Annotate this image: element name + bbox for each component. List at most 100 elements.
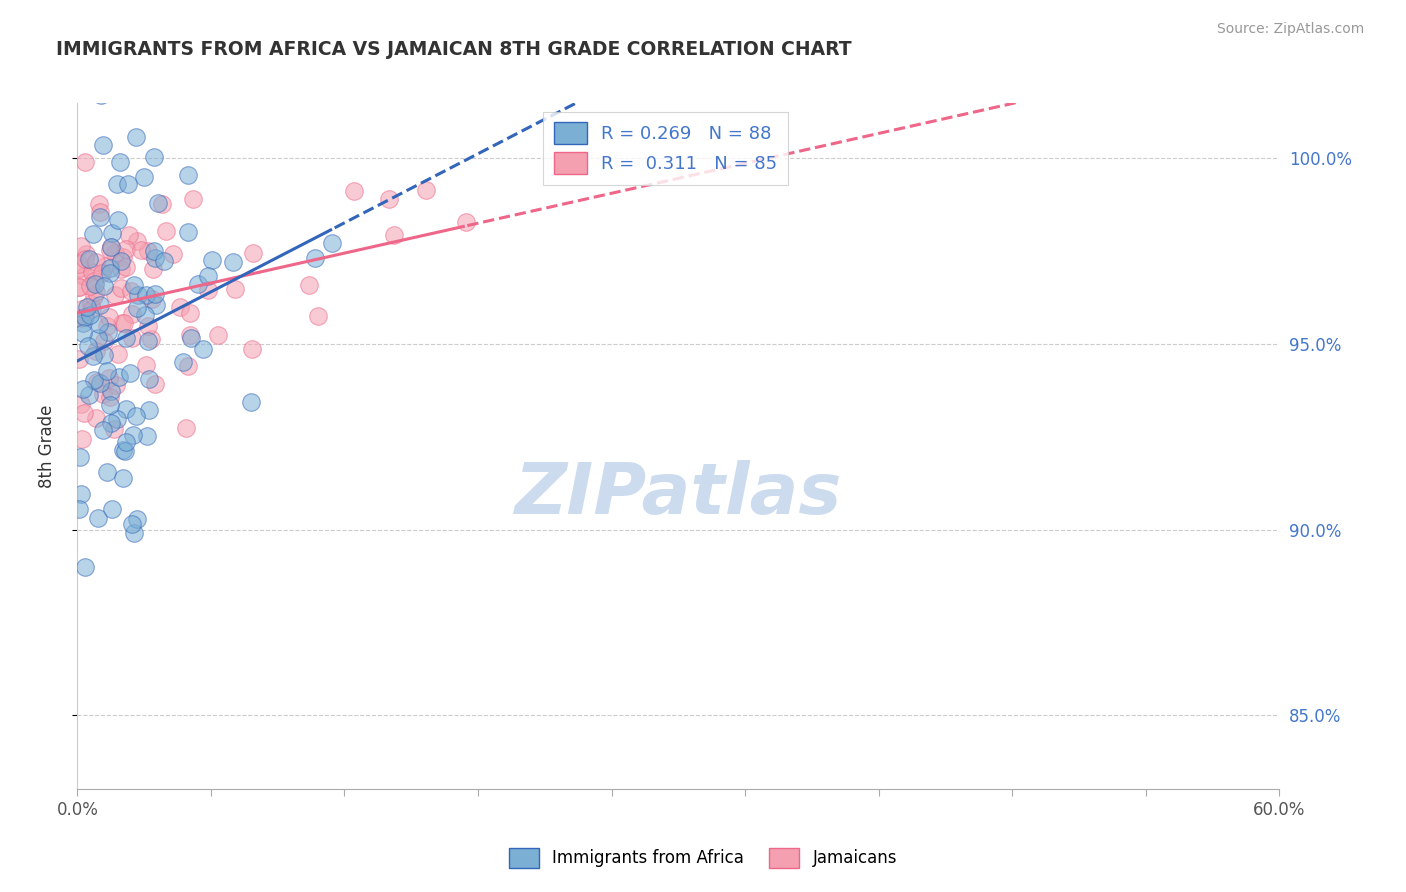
- Point: [415, 183, 437, 197]
- Point: [145, 298, 167, 312]
- Point: [82, 349, 104, 363]
- Point: [93, 334, 115, 348]
- Point: [132, 169, 155, 184]
- Point: [138, 372, 160, 386]
- Point: [97, 326, 120, 340]
- Point: [72, 382, 94, 396]
- Point: [242, 246, 264, 260]
- Point: [181, 192, 204, 206]
- Point: [89, 298, 111, 312]
- Point: [180, 331, 202, 345]
- Point: [179, 306, 201, 320]
- Point: [105, 411, 128, 425]
- Point: [67, 352, 90, 367]
- Point: [139, 332, 162, 346]
- Point: [83, 373, 105, 387]
- Point: [115, 242, 138, 256]
- Point: [98, 243, 121, 257]
- Point: [100, 240, 122, 254]
- Point: [93, 348, 115, 362]
- Point: [73, 155, 96, 169]
- Point: [90, 87, 112, 102]
- Point: [87, 197, 110, 211]
- Point: [79, 388, 101, 402]
- Point: [83, 274, 105, 288]
- Point: [162, 247, 184, 261]
- Point: [114, 443, 136, 458]
- Point: [150, 197, 173, 211]
- Point: [174, 420, 197, 434]
- Point: [79, 309, 101, 323]
- Point: [143, 251, 166, 265]
- Point: [69, 450, 91, 465]
- Point: [143, 287, 166, 301]
- Point: [86, 376, 108, 390]
- Point: [321, 235, 343, 250]
- Point: [121, 307, 143, 321]
- Point: [108, 370, 131, 384]
- Point: [89, 204, 111, 219]
- Point: [91, 387, 114, 401]
- Point: [120, 366, 142, 380]
- Point: [100, 502, 122, 516]
- Point: [110, 261, 132, 276]
- Point: [307, 310, 329, 324]
- Point: [197, 284, 219, 298]
- Point: [67, 280, 90, 294]
- Point: [75, 252, 97, 266]
- Point: [135, 288, 157, 302]
- Point: [111, 471, 134, 485]
- Point: [127, 512, 149, 526]
- Point: [454, 215, 477, 229]
- Point: [110, 155, 132, 169]
- Point: [179, 327, 201, 342]
- Text: Source: ZipAtlas.com: Source: ZipAtlas.com: [1216, 22, 1364, 37]
- Point: [80, 302, 103, 317]
- Point: [76, 301, 98, 315]
- Point: [100, 384, 122, 399]
- Point: [69, 238, 91, 252]
- Point: [112, 316, 135, 330]
- Point: [98, 390, 121, 404]
- Point: [73, 560, 96, 574]
- Point: [70, 486, 93, 500]
- Point: [89, 317, 111, 331]
- Point: [101, 226, 124, 240]
- Point: [107, 346, 129, 360]
- Point: [177, 225, 200, 239]
- Point: [100, 240, 122, 254]
- Point: [141, 292, 163, 306]
- Point: [297, 278, 319, 293]
- Point: [169, 301, 191, 315]
- Point: [69, 310, 91, 325]
- Point: [136, 334, 159, 348]
- Legend: Immigrants from Africa, Jamaicans: Immigrants from Africa, Jamaicans: [502, 841, 904, 875]
- Point: [97, 310, 120, 324]
- Point: [135, 358, 157, 372]
- Point: [91, 137, 114, 152]
- Point: [87, 331, 110, 345]
- Point: [125, 409, 148, 423]
- Point: [127, 287, 149, 301]
- Point: [91, 266, 114, 280]
- Point: [84, 255, 107, 269]
- Point: [83, 289, 105, 303]
- Point: [72, 316, 94, 330]
- Point: [146, 195, 169, 210]
- Point: [124, 277, 146, 292]
- Point: [120, 284, 142, 298]
- Point: [76, 339, 98, 353]
- Point: [77, 252, 100, 266]
- Point: [240, 343, 263, 357]
- Point: [89, 376, 111, 390]
- Point: [114, 401, 136, 416]
- Point: [93, 259, 115, 273]
- Point: [135, 429, 157, 443]
- Point: [98, 398, 121, 412]
- Point: [110, 254, 132, 268]
- Point: [304, 251, 326, 265]
- Point: [79, 278, 101, 293]
- Point: [112, 250, 135, 264]
- Point: [83, 277, 105, 291]
- Point: [73, 406, 96, 420]
